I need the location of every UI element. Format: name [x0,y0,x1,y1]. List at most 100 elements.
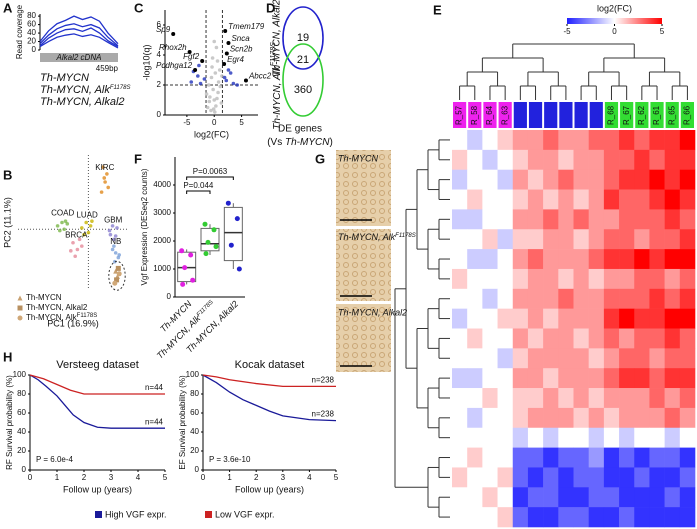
x-tick-label: 5 [334,473,339,482]
column-group [559,102,573,128]
heat-cell [512,189,529,210]
heat-cell [649,209,665,230]
venn-count: 19 [297,32,309,44]
heat-cell [527,249,544,270]
venn-set [282,43,324,117]
heat-cell [664,447,681,468]
heat-cell [452,149,468,170]
point [180,281,186,287]
box [223,206,243,262]
heat-cell [543,407,559,429]
data-line [39,27,119,48]
point [106,185,110,190]
heat-cell [588,467,605,488]
heat-cell [649,130,665,151]
heat-cell [664,209,681,230]
heat-cell [603,268,620,290]
y-tick-label: 0 [167,292,172,301]
heat-cell [497,407,514,429]
heat-cell [603,308,620,329]
heat-cell [543,209,559,230]
heat-cell [497,368,514,389]
x-axis-label: Follow up (years) [63,484,132,494]
gene-point [200,59,205,63]
point [71,240,75,245]
heat-cell [497,229,514,250]
heat-cell [588,249,605,270]
heat-cell [603,130,620,151]
heat-cell [482,487,498,508]
point [215,96,219,101]
point [17,305,23,311]
heat-cell [573,149,589,170]
heat-cell [619,308,635,329]
heat-cell [527,487,544,508]
heat-cell [634,249,650,270]
point [55,224,60,228]
heat-cell [664,149,681,170]
column-label: R_61 [652,105,661,125]
heat-cell [649,487,665,508]
heat-cell [482,288,498,309]
point [236,266,242,272]
n-label: n=238 [312,376,335,385]
point [60,220,64,225]
heat-cell [619,268,635,290]
y-axis-label: Vgf Expression (DESeq2 counts) [140,168,149,285]
legend-label-text: Th-MYCN [26,293,62,302]
column-group [544,102,558,128]
point [80,226,84,230]
point [112,237,116,242]
point [103,180,107,184]
heat-cell [664,407,681,429]
point [63,219,68,223]
y-tick-label: 0 [157,110,162,119]
venn-count: 360 [294,84,312,96]
heat-cell [634,288,650,309]
heat-cell [649,348,665,369]
heat-cell [603,209,620,230]
heat-cell [467,348,483,369]
panel-letter: D [266,0,275,15]
heat-cell [467,407,483,429]
heat-cell [482,467,498,488]
heat-cell [543,447,559,468]
column-label: R_58 [470,105,479,125]
heat-cell [512,427,529,448]
heat-cell [482,169,498,190]
heat-cell [558,388,574,409]
point [216,90,220,95]
heat-cell [512,407,529,429]
point [108,232,113,237]
heat-cell [679,308,696,329]
heat-cell [512,368,529,389]
heat-cell [619,447,635,468]
heat-cell [619,388,635,409]
heat-cell [512,268,529,290]
heat-cell [467,447,483,468]
point [197,63,201,68]
heat-cell [603,328,620,349]
heat-cell [573,169,589,190]
cdna-bar [40,53,118,62]
heat-cell [634,229,650,250]
heat-cell [603,288,620,309]
heat-cell [543,249,559,270]
heat-cell [634,169,650,190]
cluster-label: LUAD [76,211,98,220]
heat-cell [619,328,635,349]
heat-cell [664,229,681,250]
heat-cell [543,130,559,151]
point [213,244,219,250]
legend-label-text: Th-MYCN, Alk [26,313,78,322]
column-group [453,102,467,128]
legend-label: Th-MYCN [26,293,62,302]
heat-cell [603,407,620,429]
point [84,220,88,225]
heat-cell [679,368,696,389]
point [17,295,23,301]
x-tick-label: 0 [28,473,33,482]
y-tick-label: 40 [27,28,36,37]
point [113,268,119,274]
panel-letter: E [433,2,442,17]
